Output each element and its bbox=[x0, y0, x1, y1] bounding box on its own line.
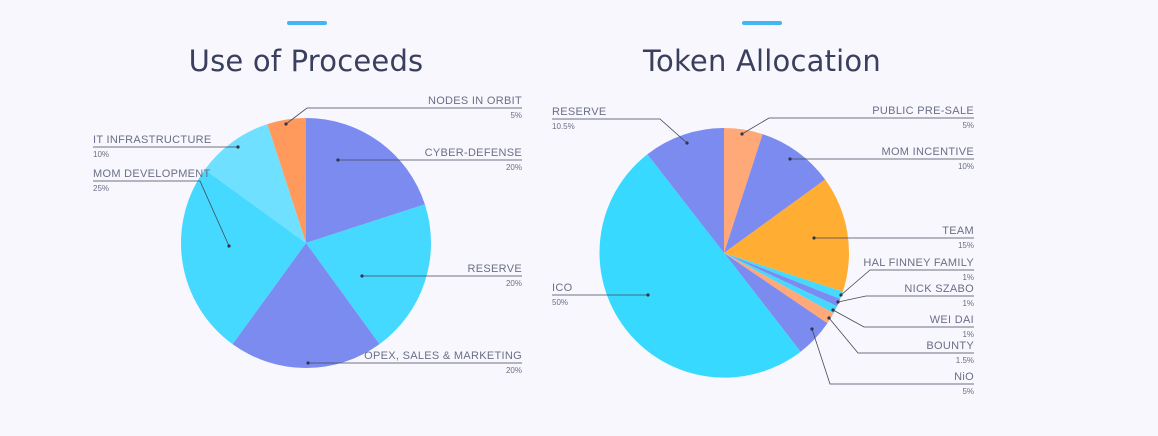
slice-percent-reserve: 10.5% bbox=[552, 122, 575, 131]
slice-percent-wei-dai: 1% bbox=[962, 330, 974, 339]
label-group-ico: ICO 50% bbox=[552, 282, 650, 307]
label-group-reserve: RESERVE 20% bbox=[360, 263, 522, 288]
leader-dot-it-infrastructure bbox=[236, 145, 240, 149]
label-group-bounty: BOUNTY 1.5% bbox=[827, 316, 974, 365]
slice-label-nick-szabo: NICK SZABO bbox=[904, 283, 974, 295]
slice-mom-incentive bbox=[724, 134, 826, 253]
slice-label-reserve: RESERVE bbox=[552, 106, 606, 118]
leader-dot-reserve bbox=[685, 141, 689, 145]
label-group-reserve: RESERVE 10.5% bbox=[552, 106, 689, 145]
slice-percent-cyber-defense: 20% bbox=[506, 163, 522, 172]
slice-label-cyber-defense: CYBER-DEFENSE bbox=[425, 147, 522, 159]
label-group-opex-sales-marketing: OPEX, SALES & MARKETING 20% bbox=[306, 350, 522, 375]
slice-percent-nio: 5% bbox=[962, 387, 974, 396]
slice-label-bounty: BOUNTY bbox=[926, 340, 974, 352]
leader-dot-bounty bbox=[827, 316, 831, 320]
slice-label-nio: NiO bbox=[954, 371, 974, 383]
leader-dot-mom-development bbox=[227, 244, 231, 248]
label-group-mom-development: MOM DEVELOPMENT 25% bbox=[93, 168, 231, 248]
slice-percent-bounty: 1.5% bbox=[956, 356, 974, 365]
label-group-nio: NiO 5% bbox=[810, 327, 974, 396]
chart-title-use-of-proceeds: Use of Proceeds bbox=[188, 44, 424, 78]
slice-hal-finney-family bbox=[724, 253, 843, 300]
leader-dot-nio bbox=[810, 327, 814, 331]
leader-line-public-pre-sale bbox=[741, 117, 974, 135]
slice-label-hal-finney-family: HAL FINNEY FAMILY bbox=[863, 257, 974, 269]
leader-dot-ico bbox=[646, 293, 650, 297]
slice-wei-dai bbox=[724, 253, 838, 314]
leader-dot-mom-incentive bbox=[788, 157, 792, 161]
slice-team bbox=[724, 179, 849, 292]
label-group-it-infrastructure: IT INFRASTRUCTURE 10% bbox=[93, 134, 240, 159]
chart-title-token-allocation: Token Allocation bbox=[643, 44, 881, 78]
slice-label-mom-development: MOM DEVELOPMENT bbox=[93, 168, 211, 180]
leader-line-hal-finney-family bbox=[840, 269, 974, 296]
label-group-mom-incentive: MOM INCENTIVE 10% bbox=[788, 146, 974, 171]
leader-dot-hal-finney-family bbox=[839, 293, 843, 297]
leader-line-nick-szabo bbox=[837, 295, 974, 303]
pie-token-allocation bbox=[599, 128, 849, 378]
leader-dot-cyber-defense bbox=[336, 158, 340, 162]
slice-percent-public-pre-sale: 5% bbox=[962, 121, 974, 130]
slice-reserve bbox=[306, 204, 431, 345]
leader-dot-nodes-in-orbit bbox=[284, 122, 288, 126]
slice-bounty bbox=[724, 253, 834, 324]
slice-percent-it-infrastructure: 10% bbox=[93, 150, 109, 159]
slice-percent-mom-incentive: 10% bbox=[958, 162, 974, 171]
leader-line-wei-dai bbox=[832, 309, 974, 328]
slice-percent-team: 15% bbox=[958, 241, 974, 250]
leader-dot-nick-szabo bbox=[836, 300, 840, 304]
leader-line-nio bbox=[811, 328, 974, 385]
slice-label-public-pre-sale: PUBLIC PRE-SALE bbox=[872, 105, 974, 117]
accent-bar-right bbox=[742, 21, 782, 25]
slice-label-team: TEAM bbox=[942, 225, 974, 237]
label-group-nick-szabo: NICK SZABO 1% bbox=[836, 283, 974, 308]
slice-nio bbox=[724, 253, 828, 352]
slice-label-reserve: RESERVE bbox=[468, 263, 522, 275]
slice-percent-mom-development: 25% bbox=[93, 184, 109, 193]
slice-ico bbox=[599, 154, 801, 378]
label-group-team: TEAM 15% bbox=[812, 225, 974, 250]
label-group-wei-dai: WEI DAI 1% bbox=[831, 308, 974, 339]
slice-reserve bbox=[647, 128, 724, 253]
leader-dot-team bbox=[812, 236, 816, 240]
leader-line-nodes-in-orbit bbox=[285, 107, 522, 125]
slice-cyber-defense bbox=[306, 118, 425, 243]
slice-percent-opex-sales-marketing: 20% bbox=[506, 366, 522, 375]
label-group-hal-finney-family: HAL FINNEY FAMILY 1% bbox=[839, 257, 974, 297]
slice-label-ico: ICO bbox=[552, 282, 573, 294]
slice-nick-szabo bbox=[724, 253, 841, 307]
label-group-public-pre-sale: PUBLIC PRE-SALE 5% bbox=[740, 105, 974, 136]
slice-it-infrastructure bbox=[204, 124, 306, 243]
pie-use-of-proceeds bbox=[180, 118, 431, 369]
slice-mom-development bbox=[180, 169, 306, 345]
slice-label-it-infrastructure: IT INFRASTRUCTURE bbox=[93, 134, 212, 146]
slice-percent-ico: 50% bbox=[552, 298, 568, 307]
accent-bar-left bbox=[287, 21, 327, 25]
slice-label-opex-sales-marketing: OPEX, SALES & MARKETING bbox=[364, 350, 522, 362]
slice-nodes-in-orbit bbox=[267, 118, 306, 243]
slice-opex-sales-marketing bbox=[232, 243, 380, 369]
leader-dot-public-pre-sale bbox=[740, 132, 744, 136]
slice-percent-nodes-in-orbit: 5% bbox=[510, 111, 522, 120]
leader-dot-opex-sales-marketing bbox=[306, 361, 310, 365]
slice-percent-nick-szabo: 1% bbox=[962, 299, 974, 308]
slice-label-mom-incentive: MOM INCENTIVE bbox=[881, 146, 974, 158]
slice-percent-hal-finney-family: 1% bbox=[962, 273, 974, 282]
slice-label-nodes-in-orbit: NODES IN ORBIT bbox=[428, 95, 522, 107]
leader-line-mom-development bbox=[93, 180, 230, 247]
label-group-cyber-defense: CYBER-DEFENSE 20% bbox=[336, 147, 522, 172]
leader-line-bounty bbox=[828, 317, 974, 354]
leader-dot-wei-dai bbox=[831, 308, 835, 312]
slice-label-wei-dai: WEI DAI bbox=[930, 314, 974, 326]
slice-public-pre-sale bbox=[724, 128, 763, 253]
leader-dot-reserve bbox=[360, 274, 364, 278]
leader-line-reserve bbox=[552, 118, 688, 144]
slice-percent-reserve: 20% bbox=[506, 279, 522, 288]
label-group-nodes-in-orbit: NODES IN ORBIT 5% bbox=[284, 95, 522, 126]
